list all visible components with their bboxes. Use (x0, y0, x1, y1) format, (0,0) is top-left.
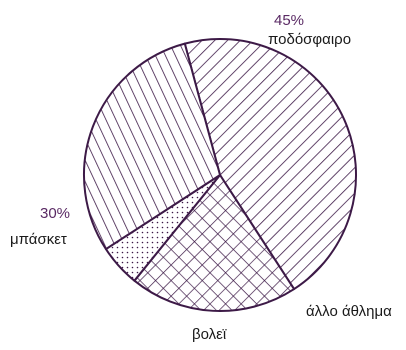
slice-label-basketball: μπάσκετ (10, 231, 67, 248)
pie-slice-basketball (83, 42, 221, 251)
pie-slice-football (183, 38, 358, 291)
slice-label-football: ποδόσφαιρο (268, 31, 352, 48)
slice-percent-label-football: 45% (274, 12, 305, 29)
pie-slices (83, 38, 358, 312)
slice-label-other-sport: άλλο άθλημα (306, 303, 392, 320)
slice-percent-label-basketball: 30% (40, 205, 71, 222)
slice-label-volleyball: βολεϊ (192, 326, 227, 343)
pie-slice-other-sport (133, 174, 296, 312)
